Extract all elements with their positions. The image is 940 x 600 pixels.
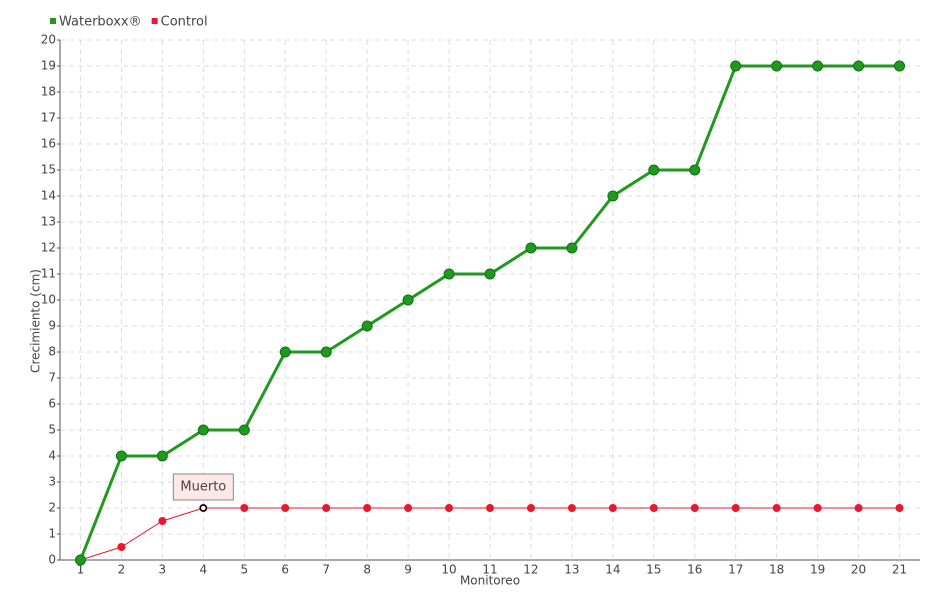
data-point	[240, 504, 249, 512]
x-tick-label: 7	[322, 563, 330, 577]
data-point	[607, 190, 619, 202]
x-tick-label: 12	[523, 563, 538, 577]
x-tick-label: 20	[851, 563, 866, 577]
y-axis-label: Crecimiento (cm)	[29, 269, 43, 373]
x-tick-label: 6	[281, 563, 289, 577]
data-point	[812, 60, 824, 72]
data-point	[443, 268, 455, 280]
data-point	[361, 320, 373, 332]
data-point	[526, 504, 535, 512]
data-point	[894, 60, 906, 72]
y-tick-label: 8	[48, 345, 56, 359]
y-tick-label: 20	[41, 33, 56, 47]
data-point	[445, 504, 454, 512]
data-point	[853, 60, 865, 72]
x-tick-label: 14	[605, 563, 620, 577]
data-point	[895, 504, 904, 512]
data-point	[279, 346, 291, 358]
y-tick-label: 15	[41, 163, 56, 177]
y-tick-label: 18	[41, 85, 56, 99]
x-tick-label: 8	[363, 563, 371, 577]
x-axis-label: Monitoreo	[460, 574, 520, 588]
x-tick-label: 13	[564, 563, 579, 577]
y-tick-label: 14	[41, 189, 56, 203]
y-tick-label: 0	[48, 553, 56, 567]
data-point	[322, 504, 331, 512]
data-point	[404, 504, 413, 512]
y-tick-label: 1	[48, 527, 56, 541]
data-point	[813, 504, 822, 512]
y-tick-label: 4	[48, 449, 56, 463]
x-tick-label: 3	[159, 563, 167, 577]
data-point	[525, 242, 537, 254]
y-tick-label: 9	[48, 319, 56, 333]
y-tick-label: 13	[41, 215, 56, 229]
data-point	[854, 504, 863, 512]
y-tick-label: 3	[48, 475, 56, 489]
data-point	[281, 504, 290, 512]
legend-swatch	[50, 18, 56, 24]
data-point	[566, 242, 578, 254]
data-point	[731, 504, 740, 512]
x-tick-label: 11	[482, 563, 497, 577]
x-tick-label: 9	[404, 563, 412, 577]
y-tick-label: 17	[41, 111, 56, 125]
data-point	[689, 164, 701, 176]
data-point	[320, 346, 332, 358]
y-tick-label: 10	[41, 293, 56, 307]
legend-label: Control	[161, 15, 208, 30]
y-tick-label: 16	[41, 137, 56, 151]
data-point	[486, 504, 494, 512]
x-tick-label: 19	[810, 563, 825, 577]
data-point	[649, 504, 658, 512]
x-tick-label: 17	[728, 563, 743, 577]
data-point	[238, 424, 250, 436]
legend-label: Waterboxx®	[59, 15, 142, 30]
y-tick-label: 7	[48, 371, 56, 385]
data-point	[402, 294, 414, 306]
x-tick-label: 5	[240, 563, 248, 577]
x-tick-label: 4	[200, 563, 208, 577]
data-point	[363, 504, 372, 512]
data-point	[197, 424, 209, 436]
x-tick-label: 1	[77, 563, 85, 577]
data-point	[772, 504, 781, 512]
data-point	[484, 268, 496, 280]
y-tick-label: 5	[48, 423, 56, 437]
data-point	[156, 450, 168, 462]
x-tick-label: 16	[687, 563, 702, 577]
x-tick-label: 21	[892, 563, 907, 577]
data-point	[771, 60, 783, 72]
data-point	[158, 517, 167, 525]
highlight-point	[199, 504, 208, 512]
x-tick-label: 10	[441, 563, 456, 577]
y-tick-label: 19	[41, 59, 56, 73]
annotation: Muerto	[180, 480, 226, 495]
data-point	[115, 450, 127, 462]
data-point	[567, 504, 576, 512]
data-point	[608, 504, 617, 512]
x-tick-label: 2	[118, 563, 126, 577]
annotation-box	[172, 473, 234, 501]
y-tick-label: 6	[48, 397, 56, 411]
x-tick-label: 15	[646, 563, 661, 577]
data-point	[117, 543, 126, 551]
y-tick-label: 2	[48, 501, 56, 515]
y-tick-label: 11	[41, 267, 56, 281]
data-point	[730, 60, 742, 72]
x-tick-label: 18	[769, 563, 784, 577]
data-point	[648, 164, 660, 176]
series-line	[80, 507, 900, 561]
data-point	[74, 554, 86, 566]
data-point	[690, 504, 699, 512]
y-tick-label: 12	[41, 241, 56, 255]
legend-swatch	[151, 18, 158, 24]
